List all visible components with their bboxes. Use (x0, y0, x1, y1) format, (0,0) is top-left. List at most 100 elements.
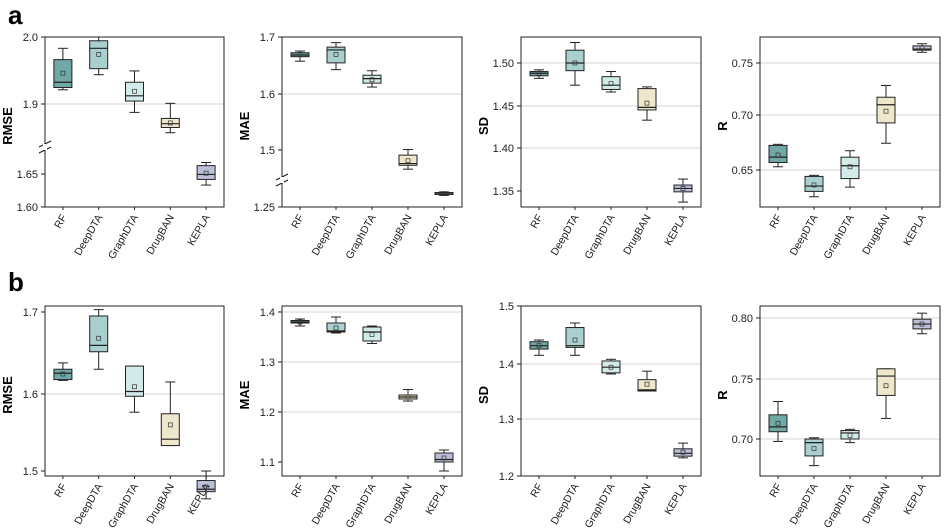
box-graphdta (601, 71, 621, 93)
category-label: DrugBAN (144, 213, 177, 257)
box-deepdta (89, 36, 109, 76)
subplot-a-rmse: 2.0 1.9 1.65 1.60 RMSE RF DeepDTA GraphDTA DrugB… (0, 32, 225, 261)
subplot-b-r: 0.80 0.75 0.70 R RF DeepDTA GraphDTA DrugBAN KEP… (715, 305, 941, 530)
iqr-box (53, 368, 73, 381)
category-label: DeepDTA (549, 482, 582, 527)
category-label: DeepDTA (72, 482, 105, 527)
y-tick-label: 0.70 (732, 110, 753, 122)
mean-marker (644, 100, 650, 106)
category-label: GraphDTA (583, 213, 618, 262)
y-tick-label: 1.6 (260, 89, 275, 101)
subplot-a-mae: 1.7 1.6 1.5 1.25 MAE RF DeepDTA GraphDTA DrugBAN… (237, 32, 463, 261)
category-label: DeepDTA (788, 482, 821, 527)
category-label: DeepDTA (549, 213, 582, 258)
y-tick-label: 1.65 (17, 169, 38, 181)
category-label: DeepDTA (310, 213, 343, 258)
box-rf (529, 69, 549, 79)
y-tick-label: 1.60 (17, 202, 38, 214)
y-tick-label: 1.5 (260, 145, 275, 157)
y-axis-label: SD (476, 386, 491, 404)
mean-marker (203, 170, 209, 176)
y-axis-label: MAE (237, 380, 252, 409)
iqr-box (673, 448, 693, 457)
box-kepla (196, 162, 216, 186)
category-label: DrugBAN (621, 482, 654, 526)
mean-marker (369, 77, 375, 83)
iqr-box (362, 326, 382, 342)
box-graphdta (362, 325, 382, 344)
y-tick-label: 1.45 (493, 101, 514, 113)
y-axis-label: SD (476, 117, 491, 135)
box-graphdta (601, 358, 621, 375)
mean-marker (405, 394, 411, 400)
y-tick-label: 2.0 (23, 32, 38, 44)
category-label: KEPLA (423, 213, 450, 248)
subplot-b-sd: 1.5 1.4 1.3 1.2 SD RF DeepDTA GraphDTA DrugBAN KE… (476, 301, 702, 530)
category-label: RF (767, 482, 784, 500)
mean-marker (680, 186, 686, 191)
y-tick-label: 1.2 (499, 471, 514, 483)
mean-marker (60, 371, 66, 377)
box-rf (290, 50, 310, 62)
mean-marker (203, 484, 209, 490)
subplot-a-sd: 1.50 1.45 1.40 1.35 SD RF DeepDTA GraphDTA DrugB… (476, 36, 702, 262)
box-rf (53, 362, 73, 381)
iqr-box (89, 40, 109, 70)
y-tick-label: 0.75 (732, 374, 753, 386)
box-drugban (876, 84, 896, 144)
category-label: GraphDTA (106, 482, 141, 531)
box-graphdta (125, 70, 144, 113)
box-graphdta (840, 150, 860, 188)
y-tick-label: 1.50 (493, 58, 514, 70)
category-label: DrugBAN (382, 482, 415, 526)
box-graphdta (125, 365, 144, 413)
y-tick-label: 0.65 (732, 165, 753, 177)
y-tick-label: 1.25 (254, 202, 275, 214)
iqr-box (565, 327, 585, 348)
category-label: GraphDTA (344, 482, 379, 531)
box-kepla (434, 449, 454, 472)
mean-marker (441, 191, 447, 196)
panel-label-a: a (8, 0, 23, 30)
mean-marker (405, 158, 411, 164)
mean-marker (60, 70, 66, 76)
category-label: DeepDTA (72, 213, 105, 258)
box-drugban (398, 389, 418, 402)
box-deepdta (804, 174, 824, 198)
box-kepla (434, 191, 454, 196)
y-tick-label: 1.4 (499, 359, 514, 371)
iqr-box (637, 379, 657, 392)
mean-marker (811, 182, 817, 188)
mean-marker (132, 88, 137, 94)
box-kepla (673, 442, 693, 459)
box-kepla (912, 43, 932, 53)
box-drugban (160, 381, 180, 447)
mean-marker (847, 164, 853, 170)
category-label: DeepDTA (310, 482, 343, 527)
box-drugban (160, 102, 180, 134)
box-deepdta (565, 42, 585, 86)
category-label: RF (289, 213, 306, 231)
category-label: RF (52, 213, 69, 231)
box-graphdta (362, 70, 382, 88)
category-label: KEPLA (185, 213, 212, 248)
y-tick-label: 0.75 (732, 58, 753, 70)
mean-marker (883, 108, 889, 114)
y-tick-label: 1.1 (260, 457, 275, 469)
box-deepdta (326, 316, 346, 334)
plot-frame (759, 305, 941, 477)
category-label: RF (767, 213, 784, 231)
iqr-box (125, 81, 144, 102)
mean-marker (572, 337, 578, 343)
y-axis-label: RMSE (0, 376, 15, 414)
y-tick-label: 1.40 (493, 143, 514, 155)
box-deepdta (89, 309, 109, 370)
mean-marker (96, 335, 102, 341)
category-label: DrugBAN (144, 482, 177, 526)
subplot-b-mae: 1.4 1.3 1.2 1.1 MAE RF DeepDTA GraphDTA DrugBAN K… (237, 305, 463, 531)
box-deepdta (326, 42, 346, 71)
mean-marker (167, 120, 173, 126)
y-tick-label: 1.2 (260, 407, 275, 419)
